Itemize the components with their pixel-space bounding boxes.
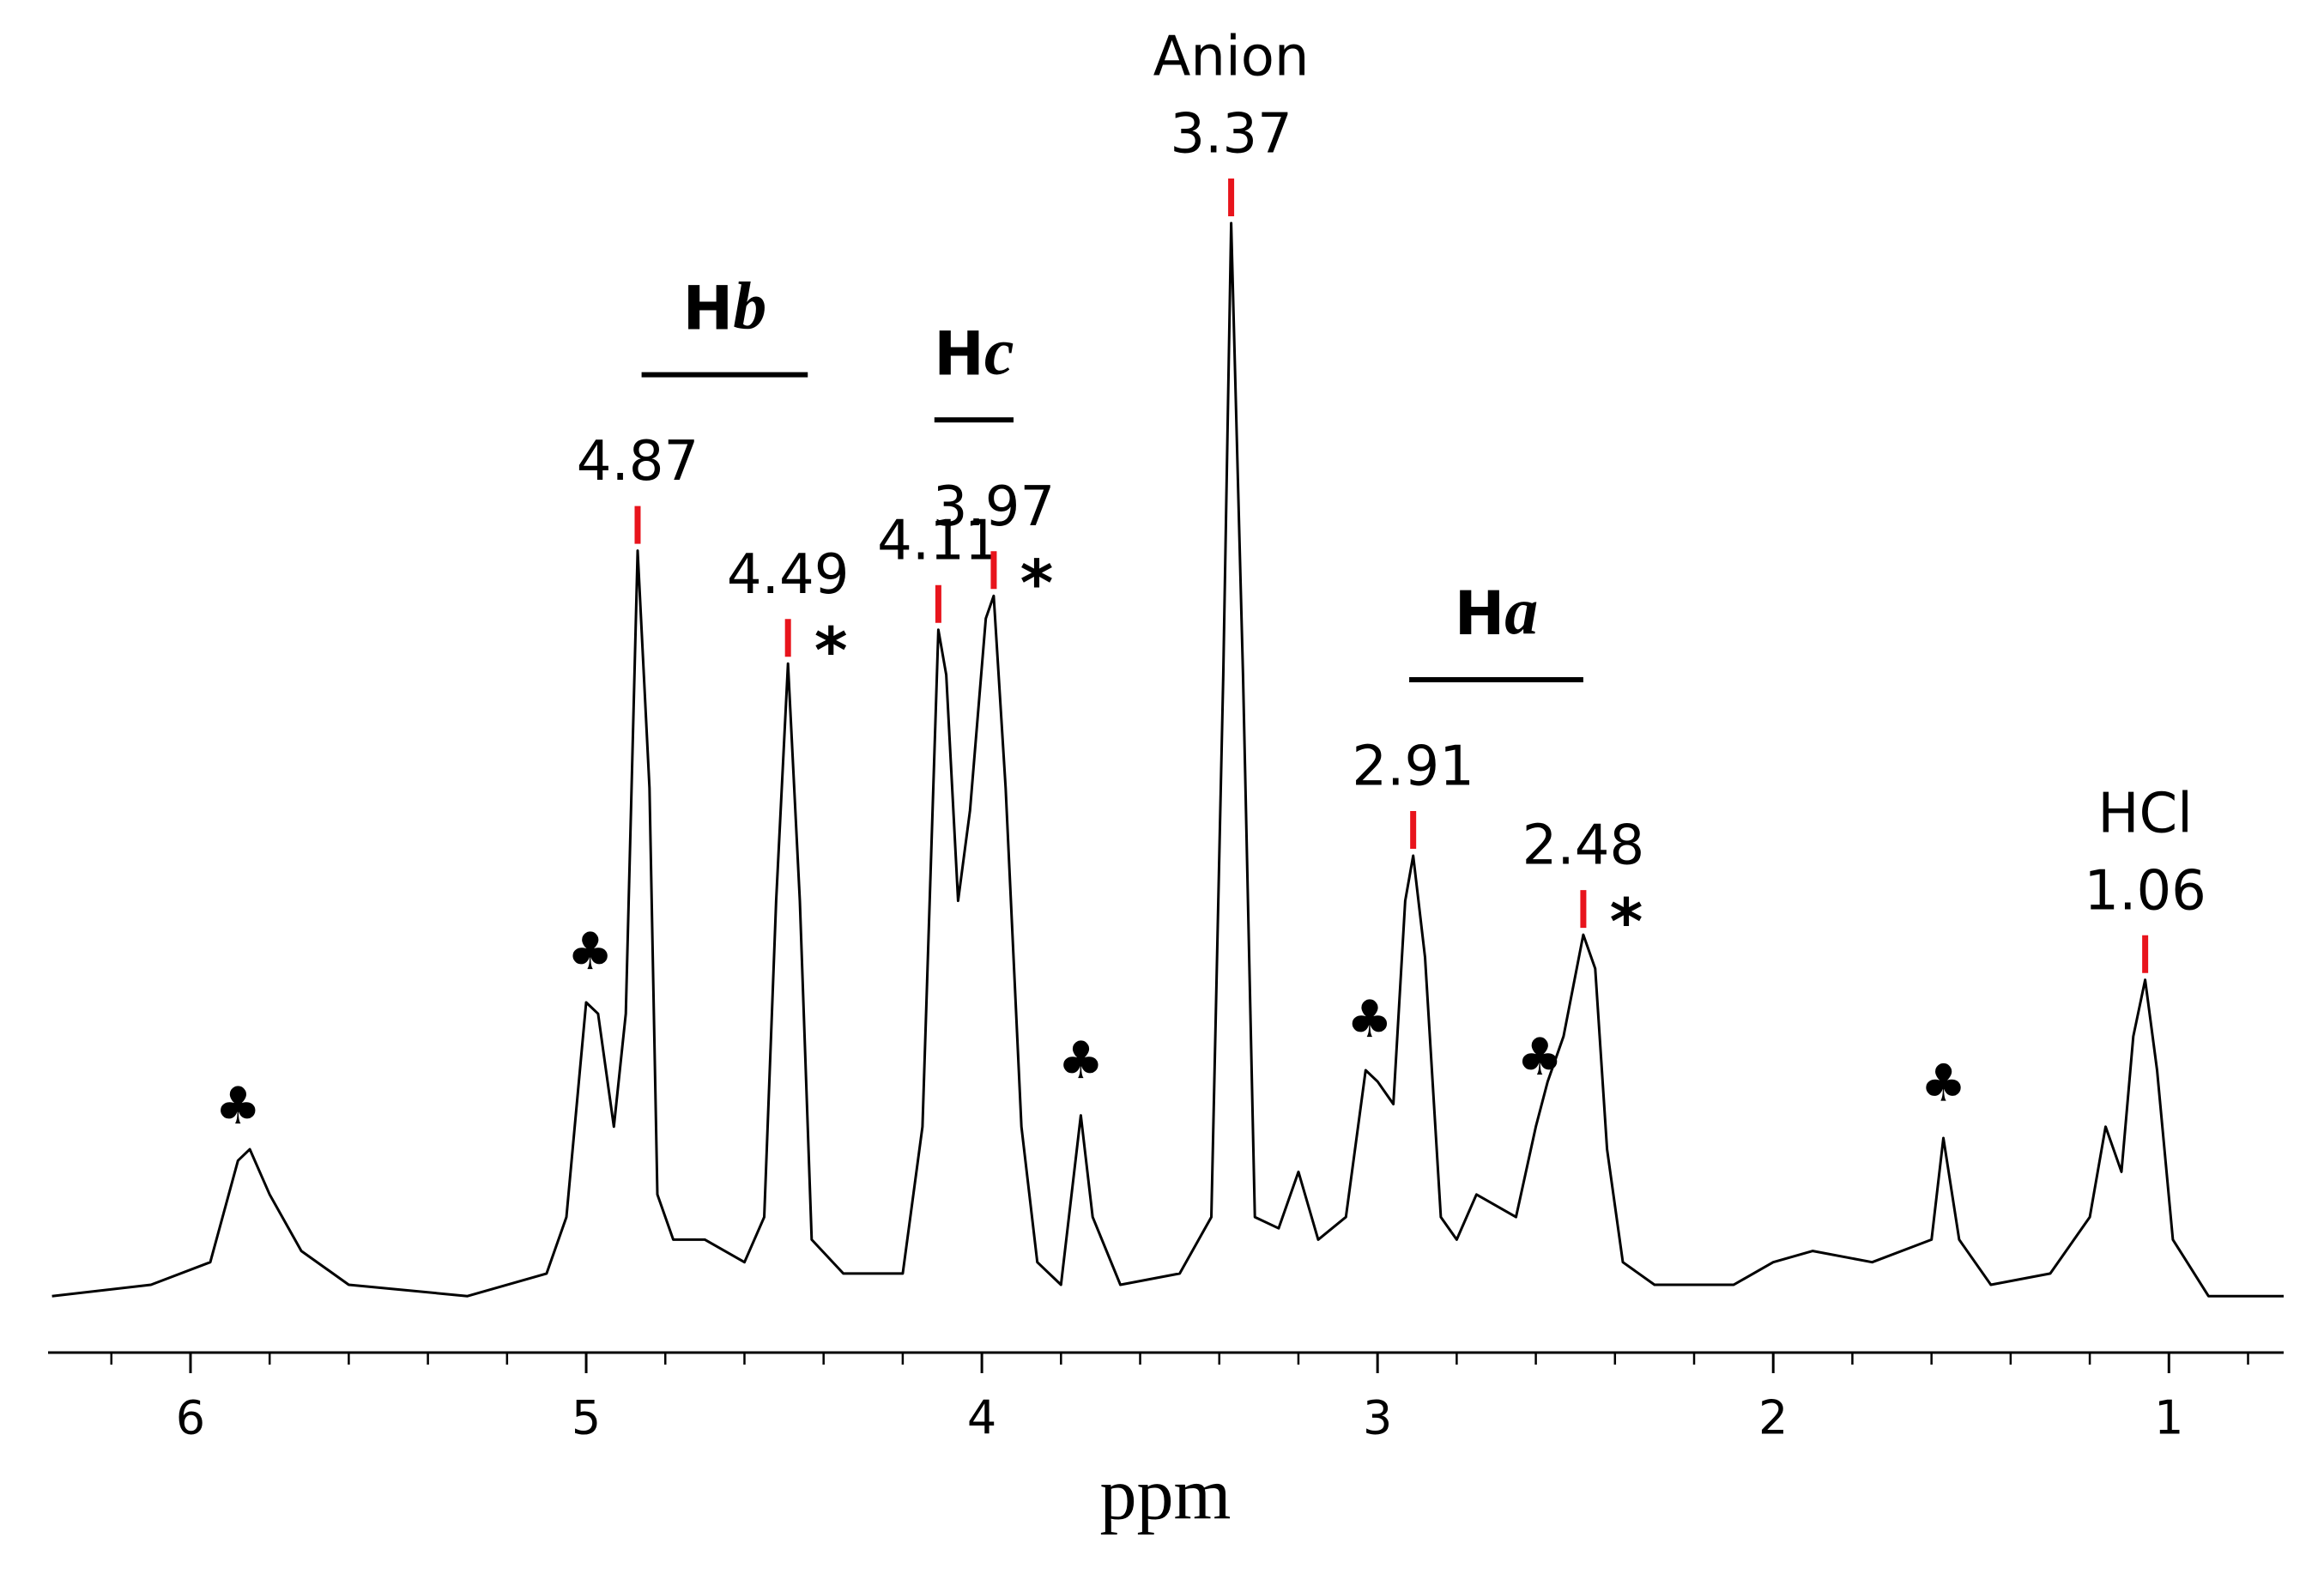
x-tick-label: 6 bbox=[176, 1391, 205, 1445]
peak-mark: * bbox=[1610, 886, 1643, 960]
x-tick-label: 1 bbox=[2154, 1391, 2183, 1445]
peak-label: 2.48 bbox=[1522, 814, 1645, 878]
x-axis-label: ppm bbox=[1100, 1453, 1232, 1535]
group-symbol: H bbox=[1455, 578, 1505, 649]
impurity-symbol: ♣ bbox=[215, 1076, 261, 1136]
spectrum-line bbox=[51, 221, 2284, 1298]
peak-mark: * bbox=[814, 614, 848, 688]
group-label: Hb bbox=[683, 269, 767, 344]
impurity-symbol: ♣ bbox=[1347, 990, 1393, 1050]
peak-label: 3.37 bbox=[1170, 103, 1292, 166]
x-tick-label: 5 bbox=[572, 1391, 601, 1445]
peak-label: 3.97 bbox=[933, 475, 1056, 539]
x-tick-label: 4 bbox=[967, 1391, 996, 1445]
group-letter: b bbox=[733, 269, 766, 343]
group-symbol: H bbox=[934, 318, 984, 389]
impurity-symbol: ♣ bbox=[1921, 1054, 1967, 1114]
group-letter: a bbox=[1504, 573, 1538, 648]
impurity-symbol: ♣ bbox=[1057, 1031, 1104, 1091]
peak-mark: * bbox=[1020, 547, 1054, 621]
peak-label: 4.49 bbox=[727, 543, 850, 607]
group-label: Ha bbox=[1455, 573, 1539, 649]
impurity-symbol: ♣ bbox=[1516, 1027, 1563, 1087]
impurity-symbol: ♣ bbox=[567, 922, 614, 982]
group-letter: c bbox=[984, 313, 1014, 388]
peak-label: 2.91 bbox=[1352, 736, 1474, 799]
x-tick-label: 3 bbox=[1363, 1391, 1392, 1445]
peak-name: HCl bbox=[2097, 782, 2193, 845]
x-tick-label: 2 bbox=[1758, 1391, 1788, 1445]
peak-label: 1.06 bbox=[2084, 859, 2206, 923]
peak-label: 4.87 bbox=[577, 430, 699, 493]
peak-name: Anion bbox=[1153, 26, 1310, 89]
group-label: Hc bbox=[934, 313, 1014, 389]
peak-label: 4.11 bbox=[877, 509, 1000, 572]
group-symbol: H bbox=[683, 274, 734, 344]
